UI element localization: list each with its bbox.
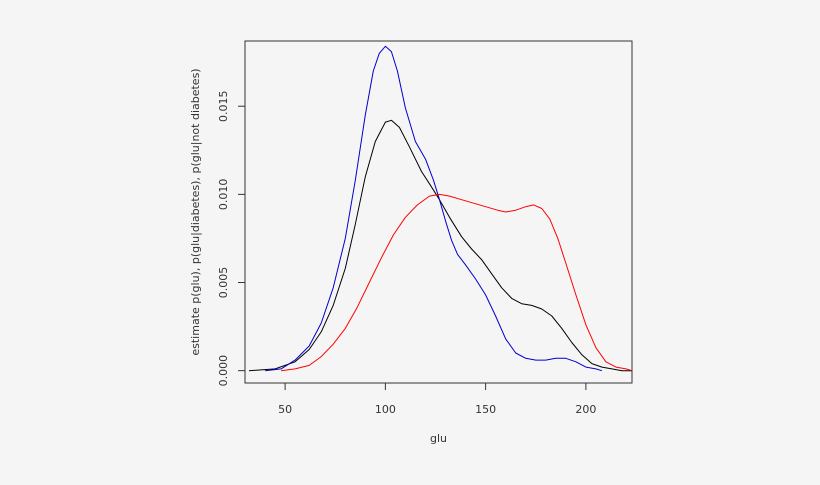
x-axis: 50 100 150 200 xyxy=(278,383,596,416)
x-tick-label: 100 xyxy=(375,403,396,416)
x-tick-label: 150 xyxy=(475,403,496,416)
series-line-p-glu-not-diabetes xyxy=(265,45,603,372)
series-line-p-glu-diabetes xyxy=(281,193,633,372)
x-tick-label: 200 xyxy=(575,403,596,416)
y-tick-label: 0.015 xyxy=(217,90,230,122)
x-axis-title: glu xyxy=(430,432,447,445)
y-axis-title: estimate p(glu), p(glu|diabetes), p(glu|… xyxy=(189,68,202,355)
series-layer xyxy=(248,45,633,372)
y-tick-label: 0.005 xyxy=(217,267,230,299)
y-tick-label: 0.010 xyxy=(217,179,230,211)
y-axis: 0.000 0.005 0.010 0.015 xyxy=(217,90,245,386)
series-line-p-glu xyxy=(248,119,632,372)
y-tick-label: 0.000 xyxy=(217,355,230,387)
x-tick-label: 50 xyxy=(278,403,292,416)
plot-frame xyxy=(244,40,633,384)
